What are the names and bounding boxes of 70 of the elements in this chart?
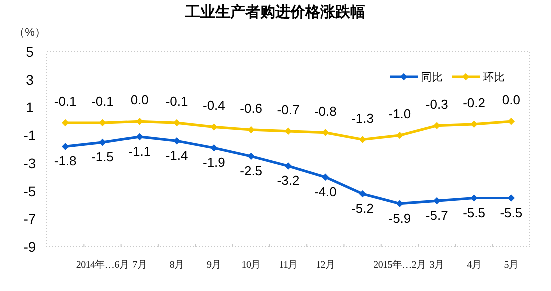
point — [396, 132, 404, 140]
data-label: -0.7 — [277, 102, 300, 118]
data-label: -5.9 — [388, 210, 412, 226]
point — [99, 138, 106, 146]
point — [62, 119, 70, 127]
x-tick-label: 8月 — [170, 260, 184, 271]
point — [322, 129, 330, 136]
data-label: -5.5 — [500, 205, 523, 220]
y-tick-label: -3 — [24, 155, 36, 172]
legend-label: 同比 — [421, 71, 443, 84]
data-label: -0.2 — [463, 95, 486, 110]
point — [470, 194, 478, 202]
data-label: -0.1 — [166, 94, 188, 110]
data-label: -0.8 — [314, 104, 337, 119]
data-label: -5.2 — [352, 201, 374, 216]
point — [396, 200, 404, 208]
point — [248, 152, 255, 160]
point — [173, 138, 181, 145]
data-label: -0.4 — [202, 98, 226, 114]
point — [99, 119, 106, 127]
point — [210, 144, 218, 152]
point — [508, 118, 516, 126]
data-label: -1.0 — [388, 106, 412, 122]
y-axis-title: （%） — [14, 27, 46, 39]
y-tick-label: -9 — [24, 239, 36, 255]
x-tick-label: 9月 — [206, 260, 222, 271]
point — [470, 120, 478, 128]
point — [248, 126, 255, 134]
data-label: -0.6 — [240, 101, 263, 116]
y-tick-label: -1 — [24, 128, 36, 144]
data-label: -1.9 — [202, 155, 226, 170]
y-tick-label: -7 — [24, 211, 36, 228]
point — [284, 162, 292, 170]
x-tick-label: 3月 — [430, 260, 444, 271]
data-label: -5.5 — [463, 205, 486, 220]
y-tick-label: -5 — [24, 183, 36, 200]
point — [136, 133, 144, 141]
legend-label: 环比 — [483, 71, 505, 84]
data-label: -1.4 — [166, 148, 188, 164]
y-tick-label: 1 — [26, 100, 34, 116]
x-tick-label: 10月 — [242, 260, 261, 271]
x-tick-label: 4月 — [467, 260, 482, 271]
y-tick-label: 5 — [26, 44, 34, 60]
chart-title: 工业生产者购进价格涨跌幅 — [184, 4, 366, 21]
data-label: -5.7 — [426, 208, 448, 224]
x-tick-label: 12月 — [316, 260, 336, 271]
data-label: -1.8 — [54, 154, 77, 169]
y-tick-label: 3 — [26, 72, 34, 88]
x-tick-label: 7月 — [132, 260, 148, 271]
data-label: -1.5 — [92, 150, 114, 165]
x-tick-label: 2015年…2月 — [374, 259, 426, 271]
point — [62, 143, 70, 150]
point — [434, 197, 441, 205]
data-label: -0.1 — [92, 94, 114, 110]
data-label: -4.0 — [314, 184, 337, 200]
x-tick-label: 2014年…6月 — [76, 259, 130, 271]
data-label: -2.5 — [240, 163, 263, 178]
point — [322, 174, 330, 181]
point — [210, 124, 218, 131]
data-label: -3.2 — [277, 173, 300, 188]
x-tick-label: 5月 — [504, 260, 519, 271]
data-label: -0.1 — [54, 94, 77, 110]
data-label: -1.1 — [128, 144, 152, 159]
data-label: -0.3 — [426, 96, 448, 112]
data-label: 0.0 — [130, 92, 149, 108]
data-label: -1.3 — [352, 110, 374, 126]
x-tick-label: 11月 — [279, 260, 298, 271]
point — [359, 190, 366, 198]
data-label: 0.0 — [502, 92, 520, 108]
point — [359, 136, 366, 144]
